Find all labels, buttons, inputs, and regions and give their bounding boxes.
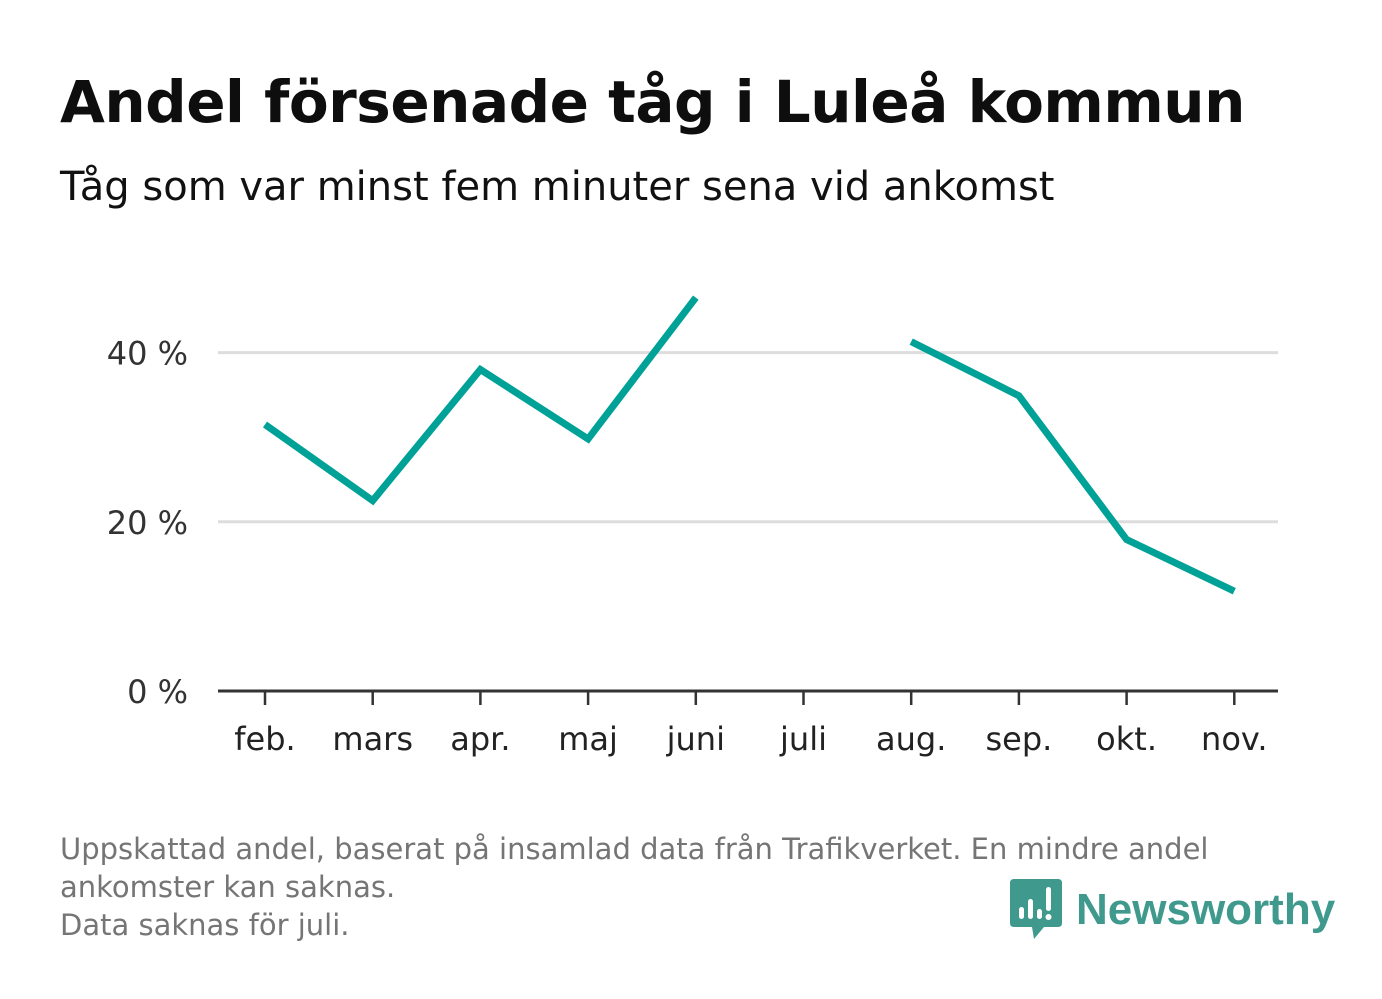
chart-title: Andel försenade tåg i Luleå kommun xyxy=(60,68,1245,136)
x-tick-label-5: juli xyxy=(779,720,827,758)
y-tick-label-20: 20 % xyxy=(107,504,188,542)
y-axis-tick-labels: 0 % 20 % 40 % xyxy=(107,335,188,711)
x-axis-ticks: feb. mars apr. maj juni juli aug. sep. okt. nov. xyxy=(234,691,1268,758)
series-lines xyxy=(262,295,1236,595)
x-tick-label-1: mars xyxy=(332,720,413,758)
y-tick-label-40: 40 % xyxy=(107,335,188,373)
x-tick-label-2: apr. xyxy=(450,720,510,758)
x-tick-label-8: okt. xyxy=(1096,720,1157,758)
chart-subtitle: Tåg som var minst fem minuter sena vid a… xyxy=(60,164,1055,210)
x-tick-label-4: juni xyxy=(666,720,725,758)
brand-logo: Newsworthy xyxy=(1010,878,1335,942)
bar-chart-speech-bubble-icon xyxy=(1010,879,1062,939)
x-tick-label-3: maj xyxy=(558,720,618,758)
x-tick-label-0: feb. xyxy=(234,720,295,758)
footnote-line-1: Uppskattad andel, baserat på insamlad da… xyxy=(60,832,1209,866)
series-0-segment-1 xyxy=(909,338,1236,595)
brand-name: Newsworthy xyxy=(1076,885,1336,934)
y-tick-label-0: 0 % xyxy=(127,673,188,711)
x-tick-label-7: sep. xyxy=(985,720,1052,758)
footnote-line-2: ankomster kan saknas. xyxy=(60,870,396,904)
footnote: Uppskattad andel, baserat på insamlad da… xyxy=(60,830,1320,944)
series-0-segment-0 xyxy=(262,295,699,506)
x-tick-label-6: aug. xyxy=(876,720,946,758)
line-chart: 0 % 20 % 40 % feb. mars apr. maj juni juli aug. s… xyxy=(107,295,1278,758)
gridlines xyxy=(218,351,1278,524)
footnote-line-3: Data saknas för juli. xyxy=(60,908,350,942)
x-tick-label-9: nov. xyxy=(1201,720,1267,758)
